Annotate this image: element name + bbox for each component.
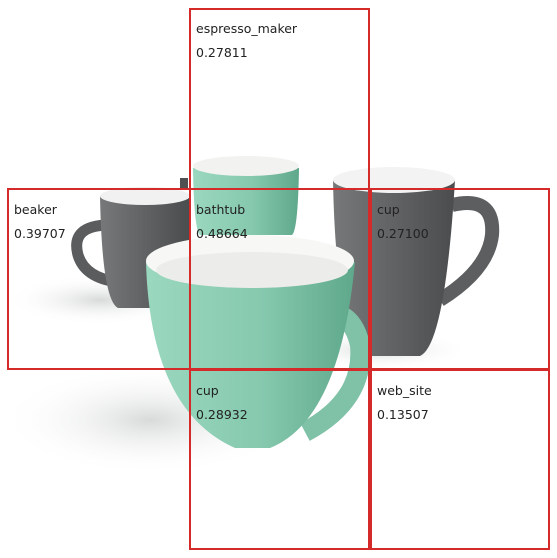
front-mint-mug: [146, 235, 371, 448]
detection-box-beaker: beaker 0.39707: [7, 188, 191, 370]
detection-label: espresso_maker: [196, 21, 298, 36]
detection-score: 0.39707: [14, 226, 66, 241]
detection-label: beaker: [14, 202, 57, 217]
detection-score: 0.48664: [196, 226, 248, 241]
right-gray-mug: [333, 167, 500, 356]
detection-label: web_site: [377, 383, 432, 398]
back-mint-mug: [180, 156, 299, 235]
detection-box-cup-right: cup 0.27100: [370, 188, 550, 370]
detection-label: bathtub: [196, 202, 246, 217]
detection-score: 0.28932: [196, 407, 248, 422]
detection-score: 0.27100: [377, 226, 429, 241]
detection-box-cup-bottom: cup 0.28932: [189, 369, 370, 550]
detection-label: cup: [377, 202, 400, 217]
detection-box-web-site: web_site 0.13507: [370, 369, 550, 550]
detection-score: 0.27811: [196, 45, 248, 60]
detection-label: cup: [196, 383, 219, 398]
detection-score: 0.13507: [377, 407, 429, 422]
detection-box-espresso-maker: espresso_maker 0.27811: [189, 8, 370, 190]
detection-box-bathtub: bathtub 0.48664: [189, 188, 370, 370]
